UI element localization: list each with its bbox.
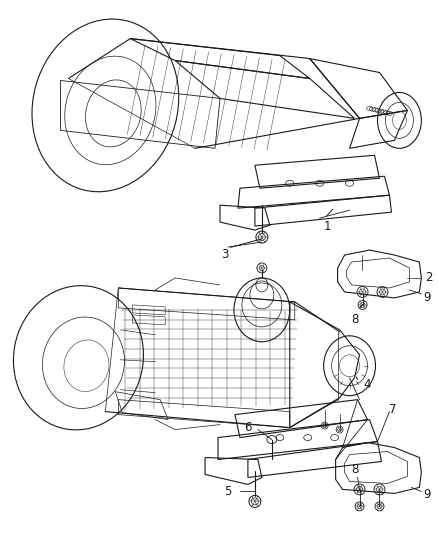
Text: 8: 8 <box>351 463 358 476</box>
Text: 9: 9 <box>424 488 431 501</box>
Text: 2: 2 <box>425 271 433 285</box>
Text: 3: 3 <box>221 248 229 261</box>
Text: 9: 9 <box>424 292 431 304</box>
Text: 1: 1 <box>324 220 332 233</box>
Text: 4: 4 <box>364 378 371 391</box>
Text: 8: 8 <box>351 313 358 326</box>
Text: 6: 6 <box>244 421 252 434</box>
Text: 7: 7 <box>389 403 397 416</box>
Text: 5: 5 <box>224 485 232 498</box>
